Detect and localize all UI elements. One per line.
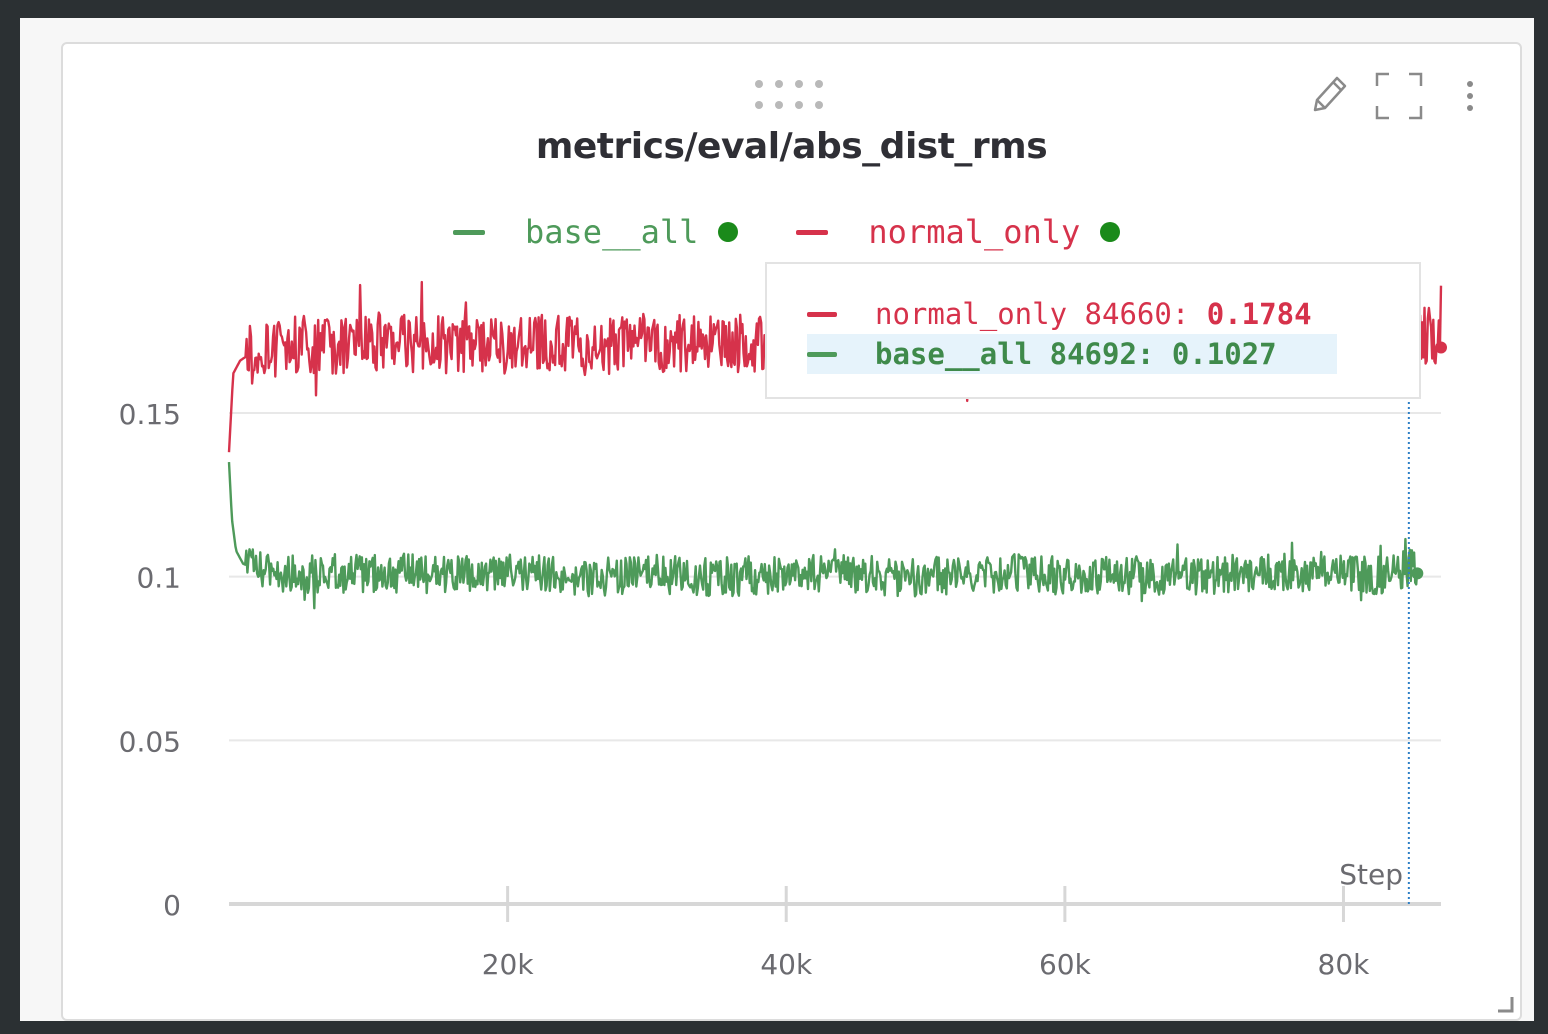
chart-title: metrics/eval/abs_dist_rms bbox=[535, 126, 1048, 167]
legend-item-normal-only[interactable]: normal_only bbox=[796, 213, 1121, 251]
legend-status-dot bbox=[718, 222, 739, 242]
x-tick-label: 40k bbox=[760, 948, 813, 981]
legend-item-base-all[interactable]: base__all bbox=[453, 213, 739, 251]
legend-swatch bbox=[796, 229, 829, 235]
chart-panel: metrics/eval/abs_dist_rms base__all norm… bbox=[61, 42, 1522, 1021]
series-end-marker bbox=[1411, 567, 1424, 580]
tooltip-swatch bbox=[807, 311, 837, 317]
x-axis-label: Step bbox=[1339, 858, 1403, 891]
x-tick-label: 60k bbox=[1039, 948, 1092, 981]
tooltip-series-name: base__all bbox=[875, 337, 1033, 371]
tooltip-swatch bbox=[807, 351, 837, 357]
y-tick-label: 0.1 bbox=[136, 562, 181, 595]
y-tick-label: 0 bbox=[163, 889, 181, 922]
more-vertical-icon[interactable] bbox=[1463, 78, 1477, 114]
tooltip-row-base-all: base__all 84692: 0.1027 bbox=[807, 334, 1337, 374]
x-tick-label: 20k bbox=[482, 948, 535, 981]
x-tick-label: 80k bbox=[1318, 948, 1371, 981]
chart-legend: base__all normal_only bbox=[453, 212, 1178, 252]
tooltip-step: 84660: bbox=[1084, 297, 1190, 331]
series-line-base-all bbox=[227, 462, 1419, 610]
legend-swatch bbox=[453, 229, 485, 235]
series-end-marker bbox=[1435, 341, 1447, 354]
tooltip-row-normal-only: normal_only 84660: 0.1784 bbox=[807, 294, 1312, 334]
tooltip-series-name: normal_only bbox=[875, 297, 1068, 331]
drag-handle-icon[interactable] bbox=[753, 80, 831, 110]
panel-background: metrics/eval/abs_dist_rms base__all norm… bbox=[20, 18, 1534, 1021]
tooltip-step: 84692: bbox=[1049, 337, 1155, 371]
pencil-icon[interactable] bbox=[1307, 72, 1349, 118]
legend-label: normal_only bbox=[868, 213, 1081, 251]
tooltip-value: 0.1784 bbox=[1206, 297, 1312, 331]
y-tick-label: 0.15 bbox=[119, 398, 181, 431]
line-chart[interactable]: 0 0.05 0.1 0.15 20k 40k 60k 80k Step bbox=[63, 44, 1520, 1019]
legend-label: base__all bbox=[525, 213, 699, 251]
hover-tooltip: normal_only 84660: 0.1784 base__all 8469… bbox=[765, 262, 1421, 399]
tooltip-value: 0.1027 bbox=[1171, 337, 1277, 371]
y-tick-label: 0.05 bbox=[119, 725, 181, 758]
legend-status-dot bbox=[1100, 222, 1121, 242]
expand-icon[interactable] bbox=[1373, 70, 1425, 122]
resize-handle-icon[interactable] bbox=[1496, 995, 1514, 1013]
